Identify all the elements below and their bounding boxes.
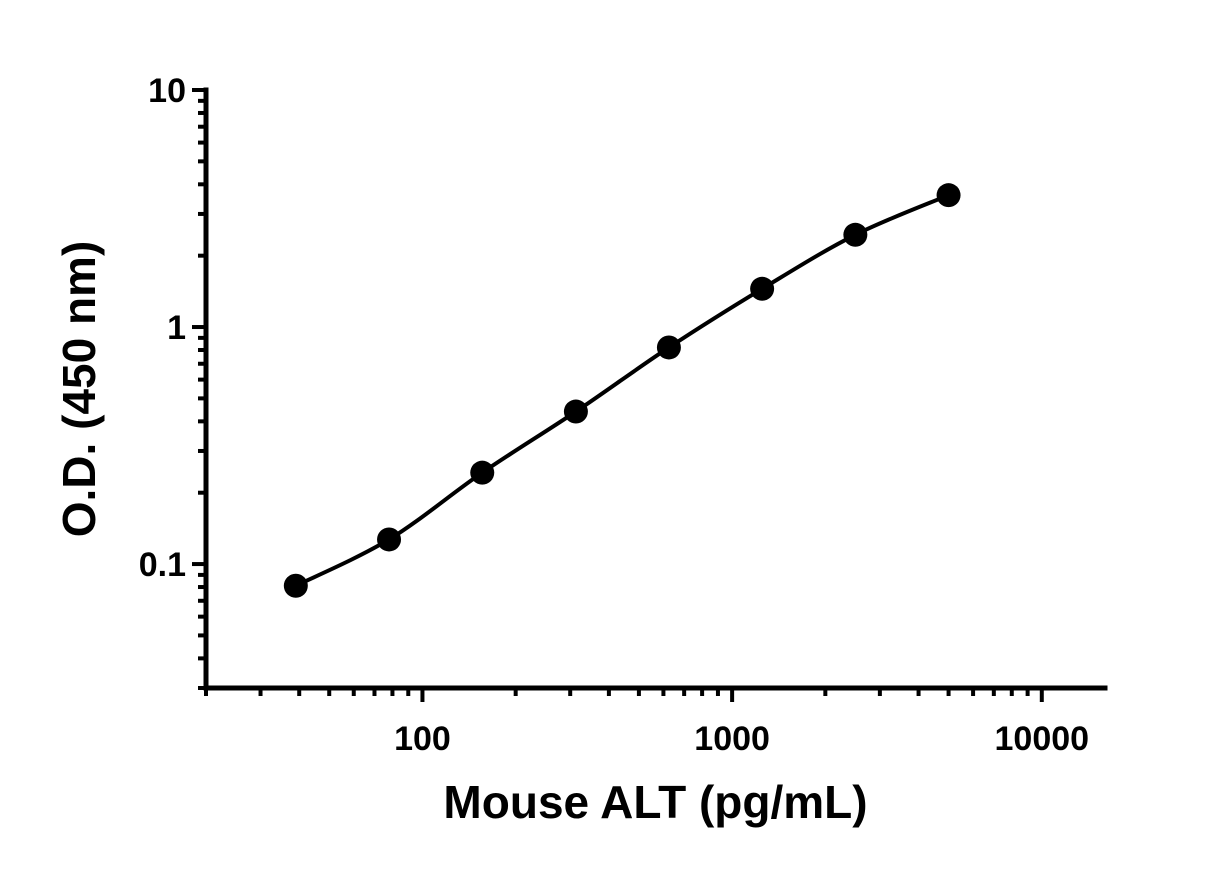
data-point bbox=[377, 527, 402, 552]
x-axis-ticks: 100 1000 10000 bbox=[204, 688, 1090, 758]
data-point bbox=[563, 399, 588, 424]
data-point bbox=[656, 335, 681, 360]
x-tick-label: 100 bbox=[394, 720, 451, 758]
data-point bbox=[283, 573, 308, 598]
y-tick-label: 1 bbox=[167, 309, 186, 347]
data-point bbox=[843, 222, 868, 247]
data-points bbox=[283, 183, 961, 598]
x-tick-label: 1000 bbox=[694, 720, 770, 758]
fit-curve bbox=[294, 193, 950, 588]
y-axis-ticks: 0.1 1 10 bbox=[139, 72, 206, 690]
data-point bbox=[936, 183, 961, 208]
axes: 100 1000 10000 0.1 1 10 bbox=[139, 72, 1108, 758]
data-point bbox=[750, 276, 775, 301]
y-tick-label: 10 bbox=[148, 72, 186, 110]
y-tick-label: 0.1 bbox=[139, 546, 186, 584]
x-tick-label: 10000 bbox=[995, 720, 1090, 758]
y-axis-title: O.D. (450 nm) bbox=[53, 241, 105, 538]
data-point bbox=[470, 460, 495, 485]
x-axis-title: Mouse ALT (pg/mL) bbox=[443, 776, 867, 828]
